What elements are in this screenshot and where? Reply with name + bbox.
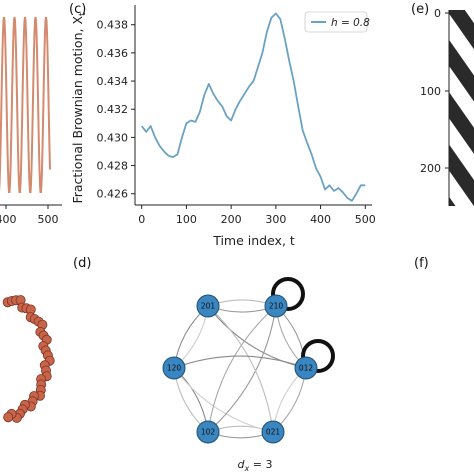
panel-c-y-tick-label: 0.434 bbox=[97, 75, 129, 88]
panel-c-y-axis-title-sub: t bbox=[78, 12, 88, 16]
panel-c-y-axis-title-main: Fractional Brownian motion, X bbox=[70, 16, 85, 204]
panel-d: (d) 201 210 120 012 102 021 dx = 3 bbox=[73, 256, 335, 473]
panel-d-node bbox=[196, 420, 220, 444]
panel-c-y-tick-label: 0.428 bbox=[97, 160, 129, 173]
panel-d-label: (d) bbox=[73, 256, 91, 271]
panel-c-legend-label: h = 0.8 bbox=[331, 17, 370, 29]
panel-c-y-tick-label: 0.438 bbox=[97, 19, 129, 32]
panel-d-caption-tail: = 3 bbox=[249, 458, 272, 471]
panel-d-edge bbox=[207, 305, 277, 433]
panel-a-x-tick-label-400: 400 bbox=[0, 213, 17, 226]
panel-d-node-label: 201 bbox=[201, 302, 216, 311]
panel-c-x-tick-label: 200 bbox=[221, 213, 242, 226]
panel-b-scatter-ring bbox=[2, 295, 55, 423]
panel-d-node-label: 210 bbox=[269, 302, 284, 311]
panel-d-edge bbox=[173, 367, 274, 433]
panel-c-series-line bbox=[140, 12, 366, 202]
panel-d-self-loop bbox=[271, 277, 305, 311]
panel-a-x-tick-label-500: 500 bbox=[38, 213, 59, 226]
panel-c-x-ticks: 0 100 200 300 400 500 bbox=[138, 205, 376, 226]
panel-d-self-loop bbox=[301, 339, 335, 373]
panel-e-y-tick-label-200: 200 bbox=[420, 162, 441, 175]
panel-d-edge bbox=[207, 305, 307, 369]
panel-c-x-tick-label: 500 bbox=[355, 213, 376, 226]
panel-d-caption: dx = 3 bbox=[238, 458, 273, 473]
panel-d-node bbox=[294, 356, 318, 380]
panel-d-caption-sub: x bbox=[244, 464, 250, 473]
panel-c-x-tick-label: 400 bbox=[310, 213, 331, 226]
panel-e: (e) 0 100 200 bbox=[411, 2, 474, 206]
panel-d-edge bbox=[207, 305, 277, 433]
panel-d-edge bbox=[173, 355, 307, 369]
panel-e-y-tick-label-0: 0 bbox=[434, 7, 441, 20]
panel-d-node bbox=[261, 420, 285, 444]
panel-c: (c) 0 100 200 300 400 500 0.426 0.428 0.430 0.43… bbox=[69, 2, 376, 248]
panel-d-edges bbox=[173, 299, 307, 439]
panel-c-x-tick-label: 100 bbox=[176, 213, 197, 226]
panel-c-x-tick-label: 0 bbox=[138, 213, 145, 226]
panel-b-point bbox=[3, 412, 14, 423]
panel-d-nodes: 201 210 120 012 102 021 bbox=[162, 294, 318, 444]
panel-c-y-tick-label: 0.426 bbox=[97, 188, 129, 201]
panel-d-node bbox=[196, 294, 220, 318]
panel-c-y-tick-label: 0.432 bbox=[97, 103, 129, 116]
panel-a-sine-line bbox=[0, 16, 51, 193]
panel-c-x-tick-label: 300 bbox=[265, 213, 286, 226]
panel-c-y-axis-title: Fractional Brownian motion, Xt bbox=[70, 12, 88, 204]
panel-e-y-tick-label-100: 100 bbox=[420, 85, 441, 98]
panel-d-node-label: 102 bbox=[201, 428, 216, 437]
panel-c-y-tick-label: 0.436 bbox=[97, 47, 129, 60]
panel-c-legend: h = 0.8 bbox=[304, 11, 370, 33]
panel-d-caption-d: d bbox=[238, 458, 246, 471]
panel-f-label: (f) bbox=[414, 256, 429, 271]
panel-a: 400 500 bbox=[0, 16, 62, 226]
panel-d-node-label: 012 bbox=[299, 364, 314, 373]
panel-c-y-ticks: 0.426 0.428 0.430 0.432 0.434 0.436 0.438 bbox=[97, 19, 135, 201]
panel-e-label: (e) bbox=[411, 2, 429, 17]
panel-d-node bbox=[264, 294, 288, 318]
panel-d-edge bbox=[207, 305, 274, 433]
panel-c-y-tick-label: 0.430 bbox=[97, 131, 129, 144]
panel-c-legend-frame bbox=[304, 11, 368, 33]
panel-d-node-label: 120 bbox=[167, 364, 182, 373]
panel-c-x-axis-title: Time index, t bbox=[212, 233, 295, 248]
panel-d-node-label: 021 bbox=[266, 428, 281, 437]
panel-e-heatmap bbox=[449, 10, 474, 206]
panel-d-node bbox=[162, 356, 186, 380]
panel-d-self-loops bbox=[271, 277, 335, 373]
panel-c-label: (c) bbox=[69, 2, 86, 17]
